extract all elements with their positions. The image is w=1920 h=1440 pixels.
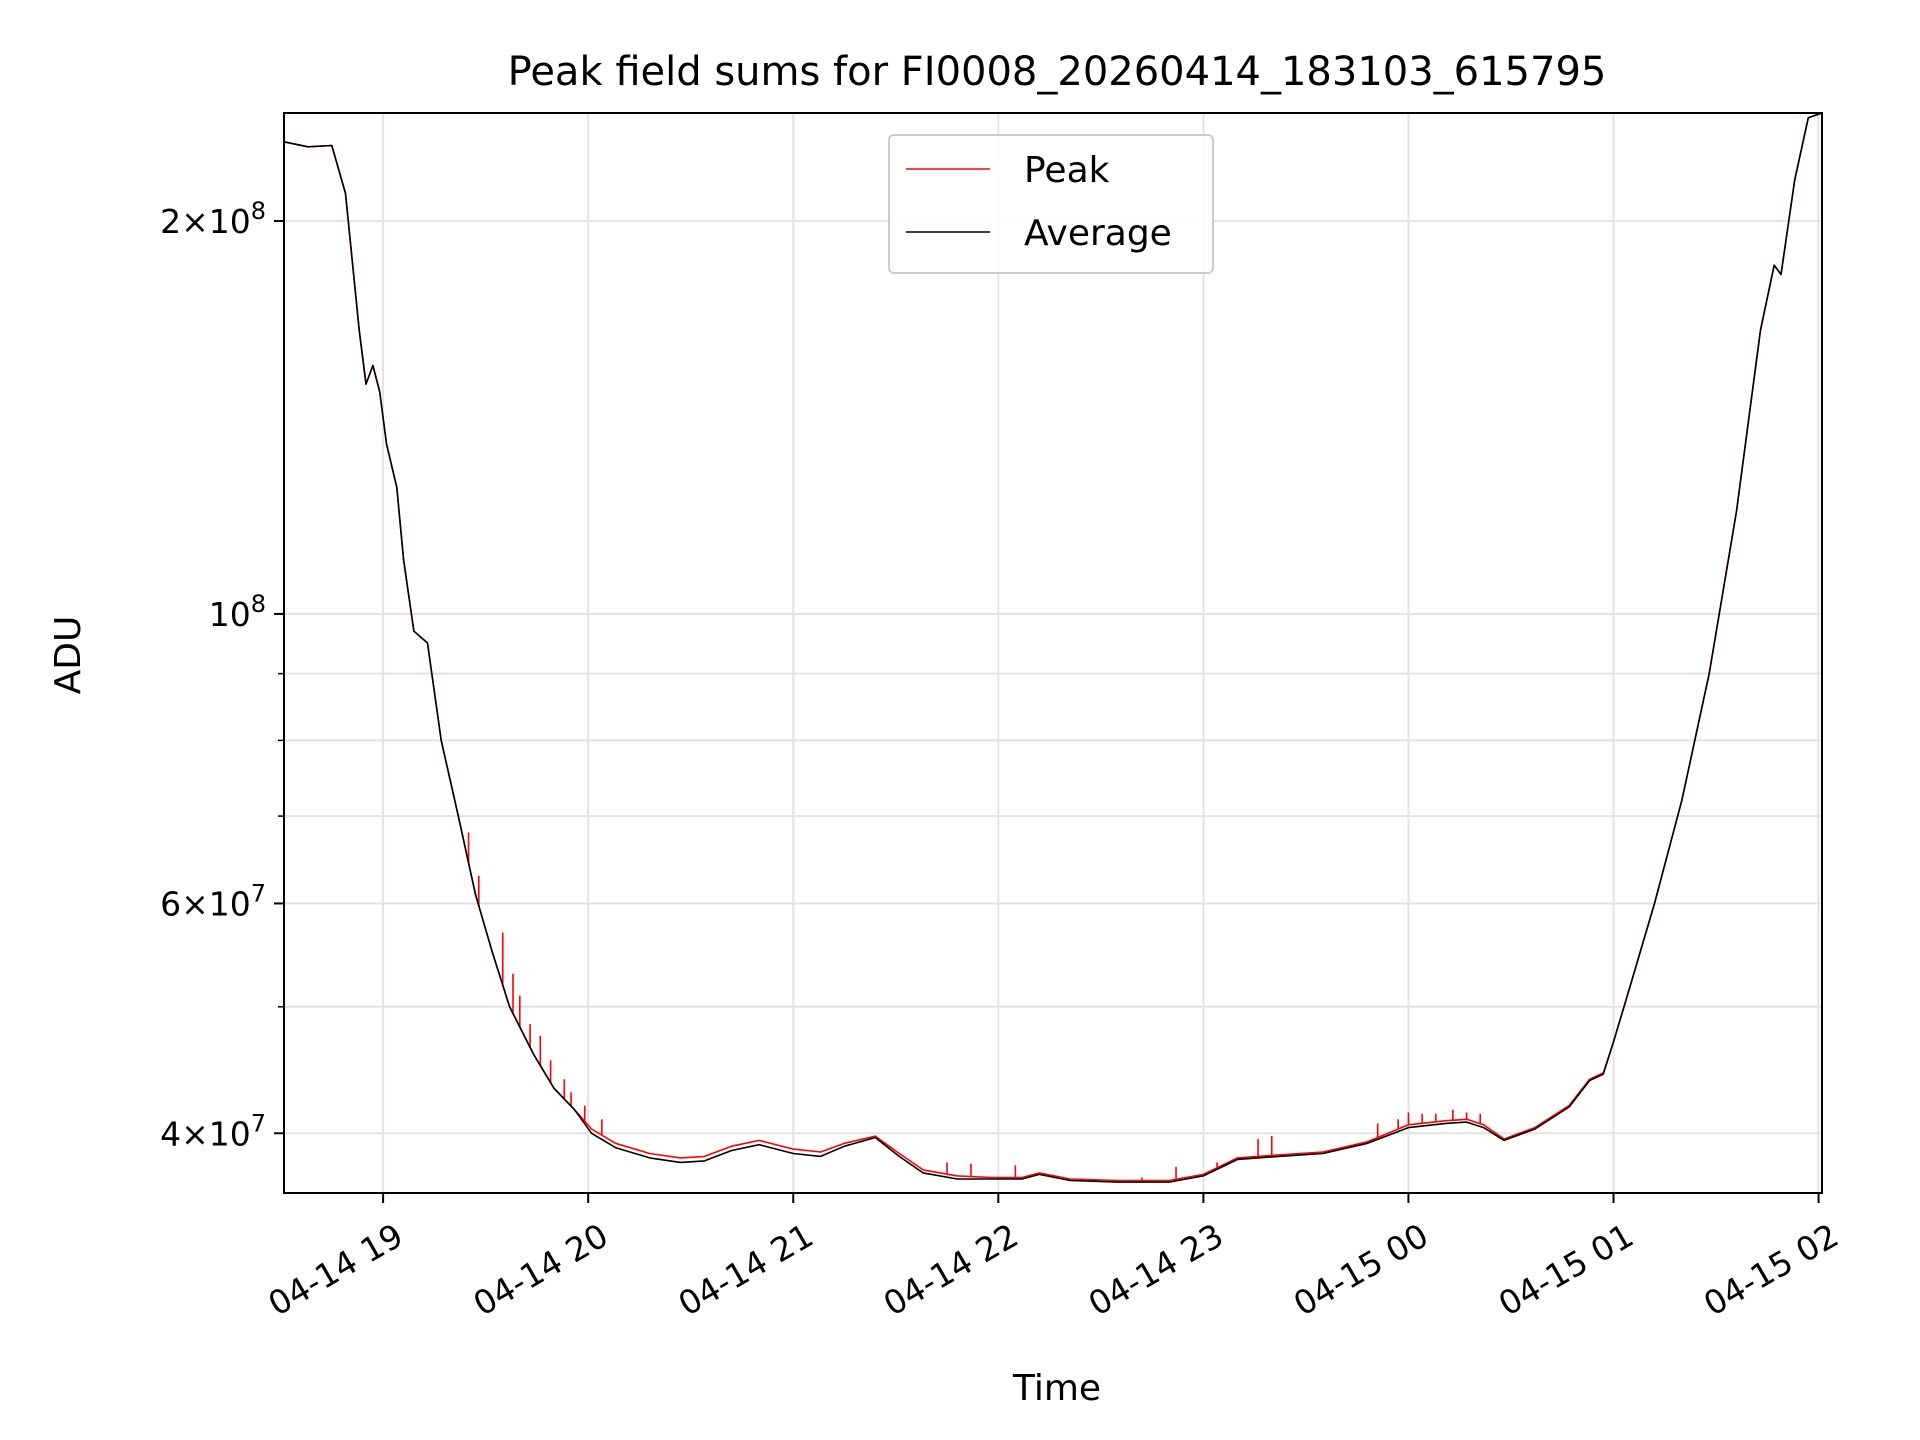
chart-title: Peak field sums for FI0008_20260414_1831… <box>508 49 1607 95</box>
y-axis-label: ADU <box>48 616 89 695</box>
legend: Peak Average <box>888 134 1214 274</box>
grid <box>284 113 1822 1193</box>
series-layer <box>283 112 1823 1183</box>
legend-average-label: Average <box>1024 213 1172 254</box>
y-tick-label: 4×107 <box>160 1109 266 1153</box>
legend-peak-label: Peak <box>1024 150 1110 191</box>
y-axis: 4×107 6×107 108 2×108 <box>160 197 284 1153</box>
y-tick-label: 2×108 <box>160 197 266 241</box>
x-axis-label: Time <box>1012 1368 1101 1409</box>
y-tick-label: 6×107 <box>160 879 266 923</box>
series-line-average <box>283 112 1823 1183</box>
plot-area <box>283 112 1823 1194</box>
axes-frame <box>283 112 1823 1194</box>
y-tick-label: 108 <box>209 590 266 634</box>
